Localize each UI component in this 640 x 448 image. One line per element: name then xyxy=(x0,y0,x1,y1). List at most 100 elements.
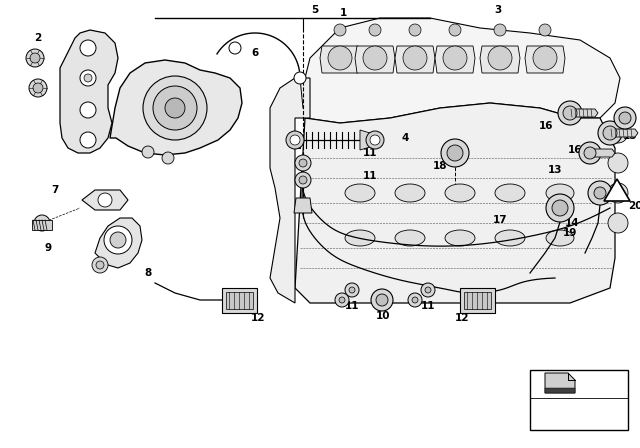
Text: 16: 16 xyxy=(568,145,582,155)
Circle shape xyxy=(335,293,349,307)
Circle shape xyxy=(619,112,631,124)
Bar xyxy=(545,388,575,393)
Text: 20: 20 xyxy=(628,201,640,211)
Circle shape xyxy=(142,146,154,158)
Circle shape xyxy=(608,123,628,143)
Circle shape xyxy=(447,145,463,161)
Circle shape xyxy=(26,49,44,67)
Circle shape xyxy=(608,153,628,173)
Circle shape xyxy=(299,176,307,184)
Ellipse shape xyxy=(345,230,375,246)
Polygon shape xyxy=(320,46,360,73)
Polygon shape xyxy=(295,103,615,303)
Text: 8: 8 xyxy=(145,268,152,278)
Circle shape xyxy=(563,106,577,120)
Text: 11: 11 xyxy=(345,301,359,311)
Circle shape xyxy=(608,213,628,233)
Circle shape xyxy=(403,46,427,70)
Circle shape xyxy=(162,152,174,164)
Circle shape xyxy=(369,24,381,36)
Text: 15: 15 xyxy=(623,131,637,141)
Circle shape xyxy=(345,283,359,297)
Circle shape xyxy=(598,121,622,145)
Circle shape xyxy=(421,283,435,297)
Circle shape xyxy=(34,215,50,231)
Circle shape xyxy=(584,147,596,159)
Circle shape xyxy=(533,46,557,70)
Text: 12: 12 xyxy=(251,313,265,323)
Ellipse shape xyxy=(495,230,525,246)
Text: 16: 16 xyxy=(539,121,553,131)
Circle shape xyxy=(290,135,300,145)
Polygon shape xyxy=(604,179,630,201)
Circle shape xyxy=(92,257,108,273)
Text: 10: 10 xyxy=(376,311,390,321)
Circle shape xyxy=(295,172,311,188)
Circle shape xyxy=(349,287,355,293)
Bar xyxy=(464,292,491,309)
Text: 18: 18 xyxy=(433,161,447,171)
Polygon shape xyxy=(294,198,312,213)
Circle shape xyxy=(376,294,388,306)
Text: 11: 11 xyxy=(363,148,377,158)
Bar xyxy=(32,220,52,230)
Polygon shape xyxy=(355,46,395,73)
Circle shape xyxy=(449,24,461,36)
Circle shape xyxy=(425,287,431,293)
Circle shape xyxy=(80,40,96,56)
Circle shape xyxy=(334,24,346,36)
Text: 4: 4 xyxy=(401,133,409,143)
Text: 5: 5 xyxy=(312,5,319,15)
Text: !: ! xyxy=(615,187,620,197)
Ellipse shape xyxy=(445,230,475,246)
Circle shape xyxy=(110,232,126,248)
Circle shape xyxy=(546,194,574,222)
Circle shape xyxy=(295,155,311,171)
Polygon shape xyxy=(300,18,620,123)
Circle shape xyxy=(299,159,307,167)
Circle shape xyxy=(286,131,304,149)
Circle shape xyxy=(328,46,352,70)
Ellipse shape xyxy=(345,184,375,202)
Polygon shape xyxy=(295,132,300,148)
Polygon shape xyxy=(545,373,575,393)
Circle shape xyxy=(363,46,387,70)
Polygon shape xyxy=(360,130,370,150)
Text: 3: 3 xyxy=(494,5,502,15)
Bar xyxy=(222,288,257,313)
Circle shape xyxy=(412,297,418,303)
Text: 13: 13 xyxy=(548,165,563,175)
Polygon shape xyxy=(395,46,435,73)
Polygon shape xyxy=(480,46,520,73)
Circle shape xyxy=(552,200,568,216)
Circle shape xyxy=(594,187,606,199)
Circle shape xyxy=(294,72,306,84)
Polygon shape xyxy=(110,60,242,155)
Circle shape xyxy=(339,297,345,303)
Circle shape xyxy=(370,135,380,145)
Text: 11: 11 xyxy=(363,171,377,181)
Circle shape xyxy=(494,24,506,36)
Ellipse shape xyxy=(546,230,574,246)
Circle shape xyxy=(579,142,601,164)
Polygon shape xyxy=(525,46,565,73)
Circle shape xyxy=(603,126,617,140)
Bar xyxy=(226,292,253,309)
Circle shape xyxy=(96,261,104,269)
Text: 1: 1 xyxy=(339,8,347,18)
Ellipse shape xyxy=(495,184,525,202)
Polygon shape xyxy=(590,149,615,157)
Ellipse shape xyxy=(445,184,475,202)
Circle shape xyxy=(29,79,47,97)
Circle shape xyxy=(371,289,393,311)
Circle shape xyxy=(80,102,96,118)
Circle shape xyxy=(614,107,636,129)
Circle shape xyxy=(608,183,628,203)
Circle shape xyxy=(588,181,612,205)
Text: 19: 19 xyxy=(563,228,577,238)
Polygon shape xyxy=(82,190,128,210)
Circle shape xyxy=(33,83,43,93)
Circle shape xyxy=(104,226,132,254)
Circle shape xyxy=(443,46,467,70)
Text: 2: 2 xyxy=(35,33,42,43)
